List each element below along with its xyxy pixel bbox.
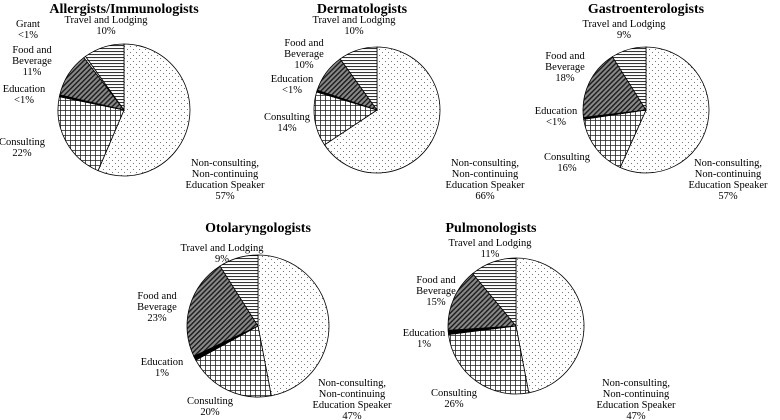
- pie-slice-speaker: [515, 257, 585, 394]
- pie-slice-travel: [84, 43, 125, 112]
- pie-slice-travel: [611, 46, 647, 112]
- data-label-consulting: Consulting 26%: [431, 388, 478, 410]
- data-label-speaker: Non-consulting, Non-continuing Education S…: [312, 378, 392, 420]
- pie-slice-travel: [219, 254, 259, 328]
- pie-slice-speaker: [619, 46, 710, 174]
- data-label-consulting: Consulting 16%: [544, 152, 591, 174]
- pie-slice-travel: [472, 257, 517, 328]
- chart-title: Allergists/Immunologists: [49, 2, 199, 17]
- data-label-speaker: Non-consulting, Non-continuing Education S…: [185, 158, 265, 202]
- data-label-education: Education <1%: [535, 106, 578, 128]
- data-label-speaker: Non-consulting, Non-continuing Education S…: [596, 378, 676, 420]
- data-label-consulting: Consulting 20%: [187, 396, 234, 418]
- pie-slice-food: [582, 56, 647, 118]
- pie-slice-consulting: [313, 91, 378, 146]
- chart-title: Otolaryngologists: [205, 221, 311, 236]
- data-label-travel: Travel and Lodging 11%: [448, 238, 532, 260]
- data-label-travel: Travel and Lodging 10%: [312, 15, 396, 37]
- data-label-food: Food and Beverage 23%: [137, 291, 177, 324]
- chart-otolaryngologists: Otolaryngologists Travel and Lodging 9% F…: [137, 221, 392, 420]
- pie-slice-food: [447, 273, 517, 331]
- chart-gastroenterologists: Gastroenterologists Travel and Lodging 9%…: [535, 2, 768, 202]
- pie-slice-speaker: [97, 43, 191, 177]
- pie-slice-food: [186, 265, 259, 357]
- pie-slice-consulting: [57, 96, 125, 172]
- chart-title: Pulmonologists: [445, 221, 537, 236]
- pie-slice-consulting: [583, 109, 647, 168]
- chart-dermatologists: Dermatologists Travel and Lodging 10% Foo…: [264, 2, 525, 202]
- pie-slice-travel: [339, 46, 378, 112]
- data-label-grant: Grant <1%: [16, 19, 40, 41]
- data-label-speaker: Non-consulting, Non-continuing Education S…: [688, 158, 768, 202]
- data-label-education: Education <1%: [271, 74, 314, 96]
- pie-pulmonologists: [447, 257, 585, 395]
- chart-title: Gastroenterologists: [588, 2, 705, 17]
- data-label-education: Education 1%: [141, 357, 184, 379]
- pie-dermatologists: [313, 46, 441, 174]
- pie-allergists: [57, 43, 191, 177]
- data-label-consulting: Consulting 14%: [264, 112, 311, 134]
- pie-slice-speaker: [257, 254, 330, 397]
- pie-otolaryngologists: [186, 254, 330, 398]
- data-label-travel: Travel and Lodging 10%: [64, 15, 148, 37]
- pie-slice-speaker: [323, 46, 441, 174]
- chart-allergists: Allergists/Immunologists Grant <1% Travel…: [0, 2, 265, 202]
- data-label-travel: Travel and Lodging 9%: [180, 243, 264, 265]
- data-label-travel: Travel and Lodging 9%: [582, 19, 666, 41]
- pie-gastroenterologists: [582, 46, 710, 174]
- data-label-food: Food and Beverage 18%: [545, 51, 585, 84]
- data-label-consulting: Consulting 22%: [0, 137, 46, 159]
- data-label-speaker: Non-consulting, Non-continuing Education S…: [445, 158, 525, 202]
- data-label-food: Food and Beverage 11%: [12, 45, 52, 78]
- data-label-education: Education <1%: [3, 84, 46, 106]
- data-label-food: Food and Beverage 10%: [284, 38, 324, 71]
- data-label-food: Food and Beverage 15%: [416, 275, 456, 308]
- chart-title: Dermatologists: [317, 2, 408, 17]
- data-label-education: Education 1%: [403, 328, 446, 350]
- pie-slice-consulting: [195, 325, 272, 398]
- pie-slice-consulting: [448, 325, 530, 395]
- chart-pulmonologists: Pulmonologists Travel and Lodging 11% Foo…: [403, 221, 676, 420]
